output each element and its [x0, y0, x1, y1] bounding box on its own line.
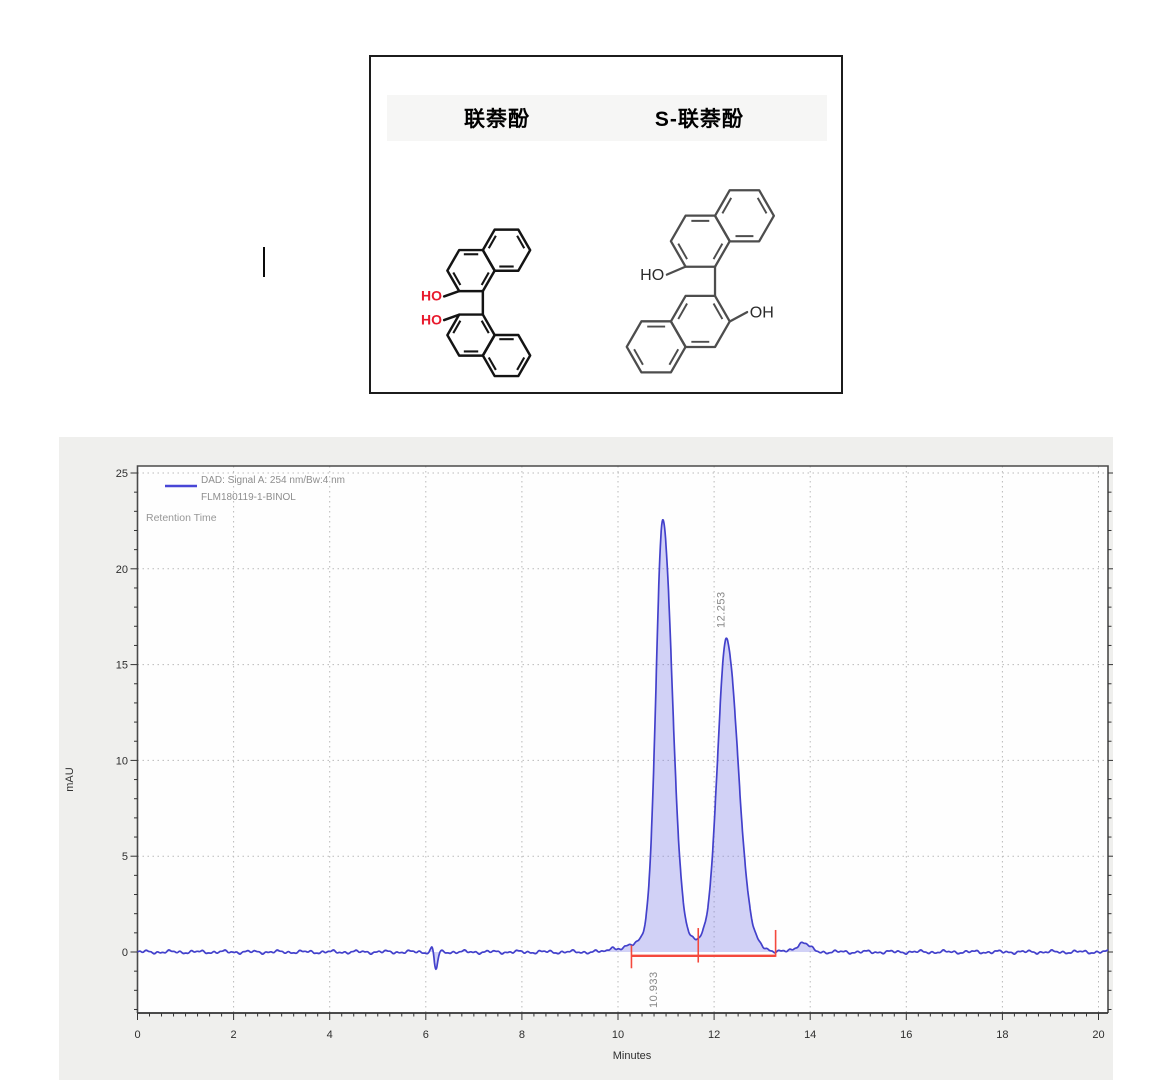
- aromatic-ring: [669, 294, 731, 349]
- bond: [665, 265, 687, 276]
- aromatic-ring: [669, 214, 731, 268]
- double-bond-line: [633, 348, 644, 366]
- double-bond-line: [668, 348, 680, 366]
- bond: [728, 310, 749, 323]
- binol-structure-drawing: HO HO: [421, 228, 532, 378]
- double-bond-line: [480, 272, 490, 286]
- ho-label: HO: [421, 311, 442, 327]
- x-tick-label: 8: [519, 1029, 525, 1041]
- s-binol-structure-drawing: HO OH: [625, 189, 776, 374]
- ho-label: HO: [421, 288, 442, 304]
- double-bond-line: [677, 243, 688, 260]
- oh-label: OH: [750, 303, 774, 321]
- chromatogram-trace: [137, 518, 1109, 971]
- x-tick-label: 0: [134, 1029, 140, 1041]
- double-bond-line: [677, 303, 688, 320]
- x-axis-title: Minutes: [613, 1050, 652, 1062]
- y-tick-label: 15: [116, 660, 128, 672]
- legend-sample-name: FLM180119-1-BINOL: [201, 492, 296, 503]
- chromatogram-panel: 0 2 4 6 8 10 12 14 16 18 20 0 5 10 15 20 25 mAU Minutes DAD…: [59, 437, 1113, 1080]
- double-bond-line: [756, 197, 768, 214]
- x-tick-label: 16: [900, 1029, 912, 1041]
- chromatogram-chart: 0 2 4 6 8 10 12 14 16 18 20 0 5 10 15 20 25 mAU Minutes DAD…: [64, 465, 1113, 1062]
- y-tick-label: 10: [116, 755, 128, 767]
- legend-signal-label: DAD: Signal A: 254 nm/Bw:4 nm: [201, 475, 345, 486]
- structure-titles-band: 联萘酚 S-联萘酚: [387, 95, 827, 141]
- y-tick-label: 5: [122, 851, 128, 863]
- double-bond-line: [712, 303, 724, 320]
- bond: [442, 313, 461, 322]
- double-bond-line: [480, 320, 490, 334]
- x-tick-label: 2: [231, 1029, 237, 1041]
- x-tick-label: 6: [423, 1029, 429, 1041]
- double-bond-line: [516, 235, 526, 249]
- retention-time-label: 10.933: [648, 971, 660, 1008]
- y-axis-title: mAU: [64, 767, 76, 792]
- retention-time-label: 12.253: [715, 591, 727, 628]
- aromatic-ring: [625, 320, 687, 374]
- retention-time-caption: Retention Time: [146, 512, 217, 524]
- double-bond-line: [452, 272, 462, 286]
- double-bond-line: [516, 356, 526, 371]
- y-tick-label: 20: [116, 564, 128, 576]
- x-tick-label: 12: [708, 1029, 720, 1041]
- bond: [442, 289, 461, 298]
- ho-label: HO: [640, 266, 664, 284]
- s-binol-title: S-联萘酚: [654, 108, 744, 131]
- aromatic-ring: [481, 333, 532, 378]
- plot-frame: [136, 465, 1109, 1013]
- y-tick-label: 0: [122, 947, 128, 959]
- double-bond-line: [487, 235, 497, 249]
- binol-title: 联萘酚: [464, 108, 530, 131]
- aromatic-ring: [481, 228, 532, 272]
- structure-panel: 联萘酚 S-联萘酚 HO HO HO OH: [369, 55, 843, 394]
- y-tick-label: 25: [116, 468, 128, 480]
- x-tick-label: 20: [1092, 1029, 1104, 1041]
- double-bond-line: [712, 243, 724, 260]
- x-tick-label: 10: [612, 1029, 624, 1041]
- double-bond-line: [452, 320, 462, 334]
- text-cursor-artifact: [263, 247, 265, 277]
- aromatic-ring: [713, 189, 776, 243]
- plot-area: [137, 466, 1108, 1013]
- double-bond-line: [487, 356, 497, 371]
- x-tick-label: 14: [804, 1029, 816, 1041]
- x-tick-label: 18: [996, 1029, 1008, 1041]
- x-tick-label: 4: [327, 1029, 333, 1041]
- double-bond-line: [721, 197, 733, 214]
